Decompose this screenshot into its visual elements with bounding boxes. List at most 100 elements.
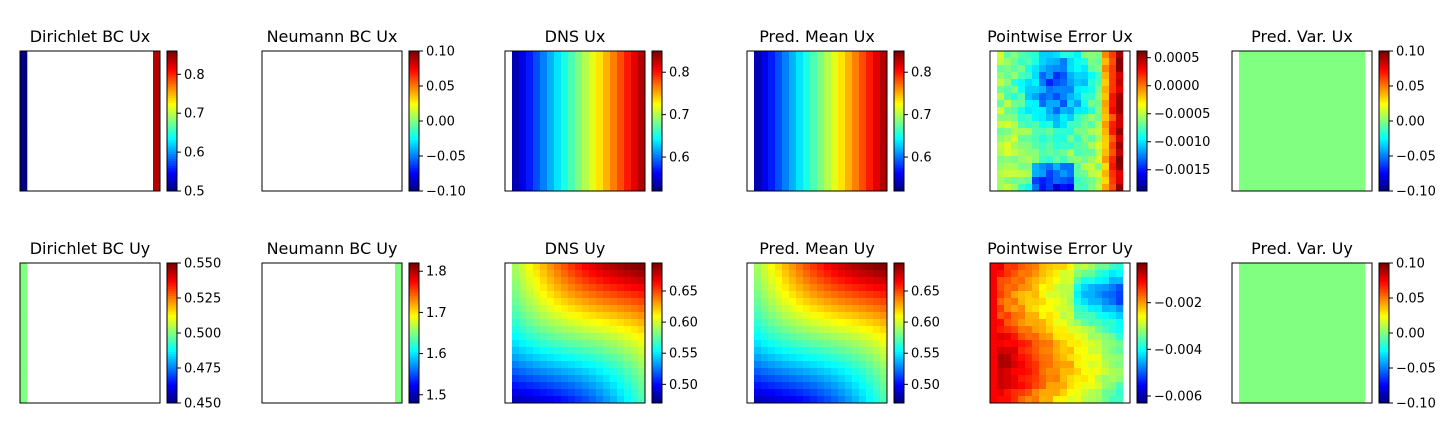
- colorbar-segment: [894, 328, 904, 332]
- heatmap-cell: [796, 114, 804, 122]
- heatmap-cell: [859, 79, 867, 87]
- heatmap-cell: [1053, 156, 1061, 164]
- heatmap-cell: [824, 184, 832, 192]
- heatmap-cell: [1116, 291, 1124, 299]
- heatmap-cell: [1060, 149, 1068, 157]
- heatmap-cell: [824, 86, 832, 94]
- heatmap-cell: [1344, 128, 1352, 136]
- heatmap-cell: [866, 284, 874, 292]
- heatmap-cell: [526, 128, 534, 136]
- heatmap-cell: [596, 361, 604, 369]
- heatmap-cell: [796, 149, 804, 157]
- heatmap-cell: [796, 51, 804, 59]
- heatmap-cell: [1323, 135, 1331, 143]
- colorbar-segment: [409, 277, 419, 280]
- heatmap-cell: [1053, 319, 1061, 327]
- heatmap-cell: [1267, 93, 1275, 101]
- heatmap-cell: [519, 382, 527, 390]
- heatmap-cell: [1102, 382, 1110, 390]
- colorbar-segment: [1379, 86, 1389, 89]
- heatmap-cell: [789, 312, 797, 320]
- heatmap-cell: [1088, 107, 1096, 115]
- heatmap-cell: [617, 389, 625, 397]
- heatmap-cell: [1004, 93, 1012, 101]
- heatmap-cell: [1302, 284, 1310, 292]
- heatmap-cell: [512, 142, 520, 150]
- plot-frame: [19, 50, 161, 192]
- heatmap-cell: [1046, 319, 1054, 327]
- heatmap-cell: [845, 100, 853, 108]
- heatmap-cell: [1074, 107, 1082, 115]
- heatmap-cell: [1274, 291, 1282, 299]
- heatmap-cell: [1088, 156, 1096, 164]
- heatmap-cell: [1253, 389, 1261, 397]
- colorbar-segment: [894, 100, 904, 103]
- heatmap-cell: [803, 121, 811, 129]
- colorbar-segment: [409, 95, 419, 99]
- heatmap-cell: [831, 284, 839, 292]
- heatmap-cell: [1295, 396, 1303, 404]
- heatmap-cell: [1067, 396, 1075, 404]
- heatmap-cell: [1102, 284, 1110, 292]
- heatmap-cell: [1039, 277, 1047, 285]
- heatmap-cell: [1011, 389, 1019, 397]
- colorbar-segment: [409, 177, 419, 180]
- heatmap-cell: [1067, 291, 1075, 299]
- heatmap-cell: [873, 326, 881, 334]
- heatmap-cell: [796, 284, 804, 292]
- heatmap-cell: [1053, 263, 1061, 271]
- heatmap-cell: [803, 177, 811, 185]
- heatmap-cell: [1025, 177, 1033, 185]
- colorbar-segment: [1137, 177, 1147, 180]
- heatmap-cell: [638, 382, 646, 390]
- heatmap-cell: [1032, 326, 1040, 334]
- heatmap-cell: [1011, 361, 1019, 369]
- heatmap-cell: [1281, 305, 1289, 313]
- colorbar-segment: [167, 160, 177, 164]
- colorbar-segment: [652, 146, 662, 150]
- heatmap-cell: [1011, 51, 1019, 59]
- heatmap-cell: [1116, 170, 1124, 178]
- heatmap-cell: [782, 298, 790, 306]
- heatmap-cell: [768, 163, 776, 171]
- heatmap-cell: [866, 79, 874, 87]
- heatmap-cell: [1067, 163, 1075, 171]
- heatmap-cell: [512, 284, 520, 292]
- colorbar-segment: [1137, 337, 1147, 341]
- heatmap-cell: [1358, 121, 1366, 129]
- heatmap-cell: [1309, 368, 1317, 376]
- heatmap-cell: [1267, 86, 1275, 94]
- colorbar-segment: [894, 340, 904, 343]
- heatmap-cell: [768, 333, 776, 341]
- heatmap-cell: [596, 305, 604, 313]
- colorbar-segment: [652, 335, 662, 339]
- heatmap-cell: [997, 396, 1005, 404]
- heatmap-cell: [1351, 326, 1359, 334]
- heatmap-cell: [1246, 58, 1254, 66]
- heatmap-cell: [1323, 51, 1331, 59]
- heatmap-cell: [20, 277, 28, 285]
- heatmap-cells: [1239, 51, 1366, 192]
- heatmap-cell: [845, 86, 853, 94]
- heatmap-cell: [1288, 291, 1296, 299]
- heatmap-cell: [1074, 284, 1082, 292]
- heatmap-cell: [1323, 170, 1331, 178]
- colorbar-segment: [409, 307, 419, 311]
- heatmap-cell: [990, 389, 998, 397]
- heatmap-cell: [603, 284, 611, 292]
- heatmap-cell: [617, 312, 625, 320]
- heatmap-cell: [1288, 107, 1296, 115]
- heatmap-cell: [1081, 277, 1089, 285]
- heatmap-cell: [1253, 347, 1261, 355]
- heatmap-cell: [1011, 298, 1019, 306]
- heatmap-cell: [1088, 326, 1096, 334]
- heatmap-cell: [1046, 389, 1054, 397]
- panel-9: Pred. Mean Uy0.500.550.600.65: [746, 239, 940, 404]
- heatmap-cell: [1316, 79, 1324, 87]
- heatmap-cell: [624, 156, 632, 164]
- colorbar-segment: [1137, 109, 1147, 113]
- heatmap-cell: [880, 100, 888, 108]
- colorbar-segment: [167, 356, 177, 360]
- heatmap-cell: [1260, 305, 1268, 313]
- heatmap-cell: [1267, 142, 1275, 150]
